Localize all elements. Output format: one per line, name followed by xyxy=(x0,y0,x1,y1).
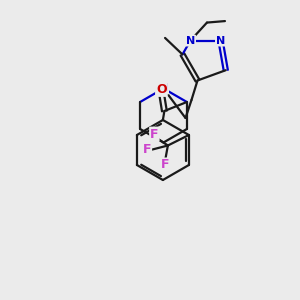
Text: O: O xyxy=(156,83,167,96)
Text: F: F xyxy=(150,128,159,141)
Text: F: F xyxy=(142,143,151,157)
Text: N: N xyxy=(159,83,168,94)
Text: N: N xyxy=(216,36,225,46)
Text: N: N xyxy=(186,36,195,46)
Text: F: F xyxy=(160,158,169,172)
